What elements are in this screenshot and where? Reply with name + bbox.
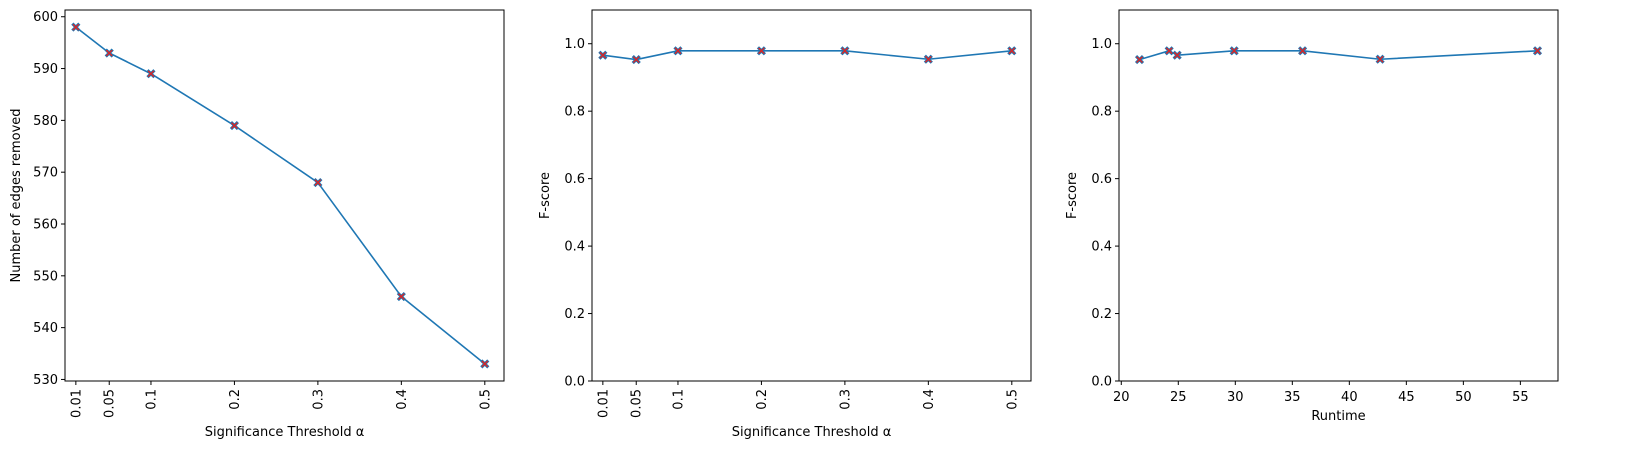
chart-1-data-point [1007, 46, 1017, 56]
chart-1-xtick-label: 0.01 [596, 389, 611, 418]
chart-2-ytick-label: 0.0 [1091, 375, 1112, 390]
chart-2-xtick-label: 35 [1284, 390, 1301, 405]
chart-2-ylabel: F-score [1065, 172, 1080, 219]
chart-1-data-point [673, 46, 683, 56]
chart-1-xlabel: Significance Threshold α [732, 425, 892, 440]
chart-1-axes-frame [591, 9, 1032, 382]
chart-0-data-point [104, 48, 114, 58]
chart-2-ytick-label: 1.0 [1091, 37, 1112, 52]
chart-2-xtick-label: 50 [1455, 390, 1472, 405]
chart-2-ytick-label: 0.4 [1091, 240, 1112, 255]
chart-0-data-point [71, 22, 81, 32]
chart-1-ylabel: F-score [538, 172, 553, 219]
chart-0-ytick-label: 570 [33, 166, 58, 181]
chart-2-data-point [1375, 54, 1385, 64]
chart-2-axes-frame [1118, 9, 1559, 382]
chart-0-ytick-label: 580 [33, 114, 58, 129]
chart-fscore-vs-runtime: 0.0 0.2 0.4 0.6 0.8 1.0 20 25 30 35 40 45 50 55 Runtim… [1065, 9, 1559, 424]
chart-0-ytick-label: 590 [33, 62, 58, 77]
chart-0-data-point [229, 120, 239, 131]
chart-2-ytick-label: 0.8 [1091, 105, 1112, 120]
chart-0-xtick-label: 0.4 [395, 389, 410, 410]
chart-1-data-point [840, 46, 850, 56]
chart-0-ytick-label: 600 [33, 10, 58, 25]
chart-1-xtick-label: 0.2 [755, 389, 770, 410]
chart-1-data-point [923, 54, 933, 64]
chart-0-ylabel: Number of edges removed [9, 108, 24, 282]
chart-0-xtick-label: 0.05 [103, 389, 118, 418]
chart-0-xlabel: Significance Threshold α [205, 425, 365, 440]
chart-0-xtick-label: 0.01 [69, 389, 84, 418]
chart-2-xlabel: Runtime [1311, 409, 1365, 424]
chart-2-ytick-label: 0.2 [1091, 307, 1112, 322]
chart-0-ytick-label: 550 [33, 269, 58, 284]
chart-2-data-point [1229, 46, 1239, 56]
chart-0-data-point [396, 291, 406, 302]
chart-2-xtick-label: 25 [1170, 390, 1187, 405]
chart-1-ytick-label: 0.8 [564, 105, 585, 120]
chart-0-ytick-label: 540 [33, 321, 58, 336]
chart-2-data-point [1532, 46, 1543, 56]
chart-edges-removed: 530 540 550 560 570 580 590 600 0.01 0.05 0.1 0.2 0.… [9, 9, 505, 440]
chart-1-data-point [631, 55, 641, 65]
chart-0-data-point [480, 359, 490, 369]
chart-0-xtick-label: 0.2 [228, 389, 243, 410]
chart-2-data-point [1298, 46, 1308, 56]
chart-0-data-point [146, 69, 156, 79]
chart-1-xtick-label: 0.5 [1005, 389, 1020, 410]
chart-2-series-line [1139, 50, 1538, 61]
chart-2-xtick-label: 45 [1398, 390, 1415, 405]
chart-2-xtick-label: 55 [1512, 390, 1529, 405]
chart-2-xtick-label: 40 [1341, 390, 1358, 405]
chart-2-xtick-label: 30 [1227, 390, 1244, 405]
chart-2-data-point [1134, 55, 1145, 65]
chart-1-ytick-label: 0.6 [564, 172, 585, 187]
chart-0-ytick-label: 530 [33, 373, 58, 388]
chart-1-ytick-label: 0.4 [564, 240, 585, 255]
chart-fscore-vs-threshold: 0.0 0.2 0.4 0.6 0.8 1.0 0.01 0.05 0.1 0.2 0.3 0.4 0.… [538, 9, 1032, 440]
chart-1-xtick-label: 0.1 [671, 389, 686, 410]
chart-0-xtick-label: 0.1 [144, 389, 159, 410]
chart-1-xtick-label: 0.05 [630, 389, 645, 418]
chart-1-data-point [598, 50, 608, 60]
chart-1-data-point [756, 46, 766, 56]
chart-0-axes-frame [64, 9, 505, 382]
chart-2-data-point [1172, 50, 1182, 60]
chart-1-ytick-label: 0.2 [564, 307, 585, 322]
chart-1-xtick-label: 0.4 [922, 389, 937, 410]
chart-0-xtick-label: 0.5 [478, 389, 493, 410]
chart-0-data-point [313, 177, 323, 188]
chart-1-ytick-label: 1.0 [564, 37, 585, 52]
chart-1-series-line [602, 50, 1012, 61]
chart-0-xtick-label: 0.3 [311, 389, 326, 410]
chart-2-xtick-label: 20 [1113, 390, 1130, 405]
chart-1-xtick-label: 0.3 [838, 389, 853, 410]
chart-1-ytick-label: 0.0 [564, 375, 585, 390]
chart-0-ytick-label: 560 [33, 217, 58, 232]
chart-2-ytick-label: 0.6 [1091, 172, 1112, 187]
chart-0-series-line [75, 26, 486, 365]
